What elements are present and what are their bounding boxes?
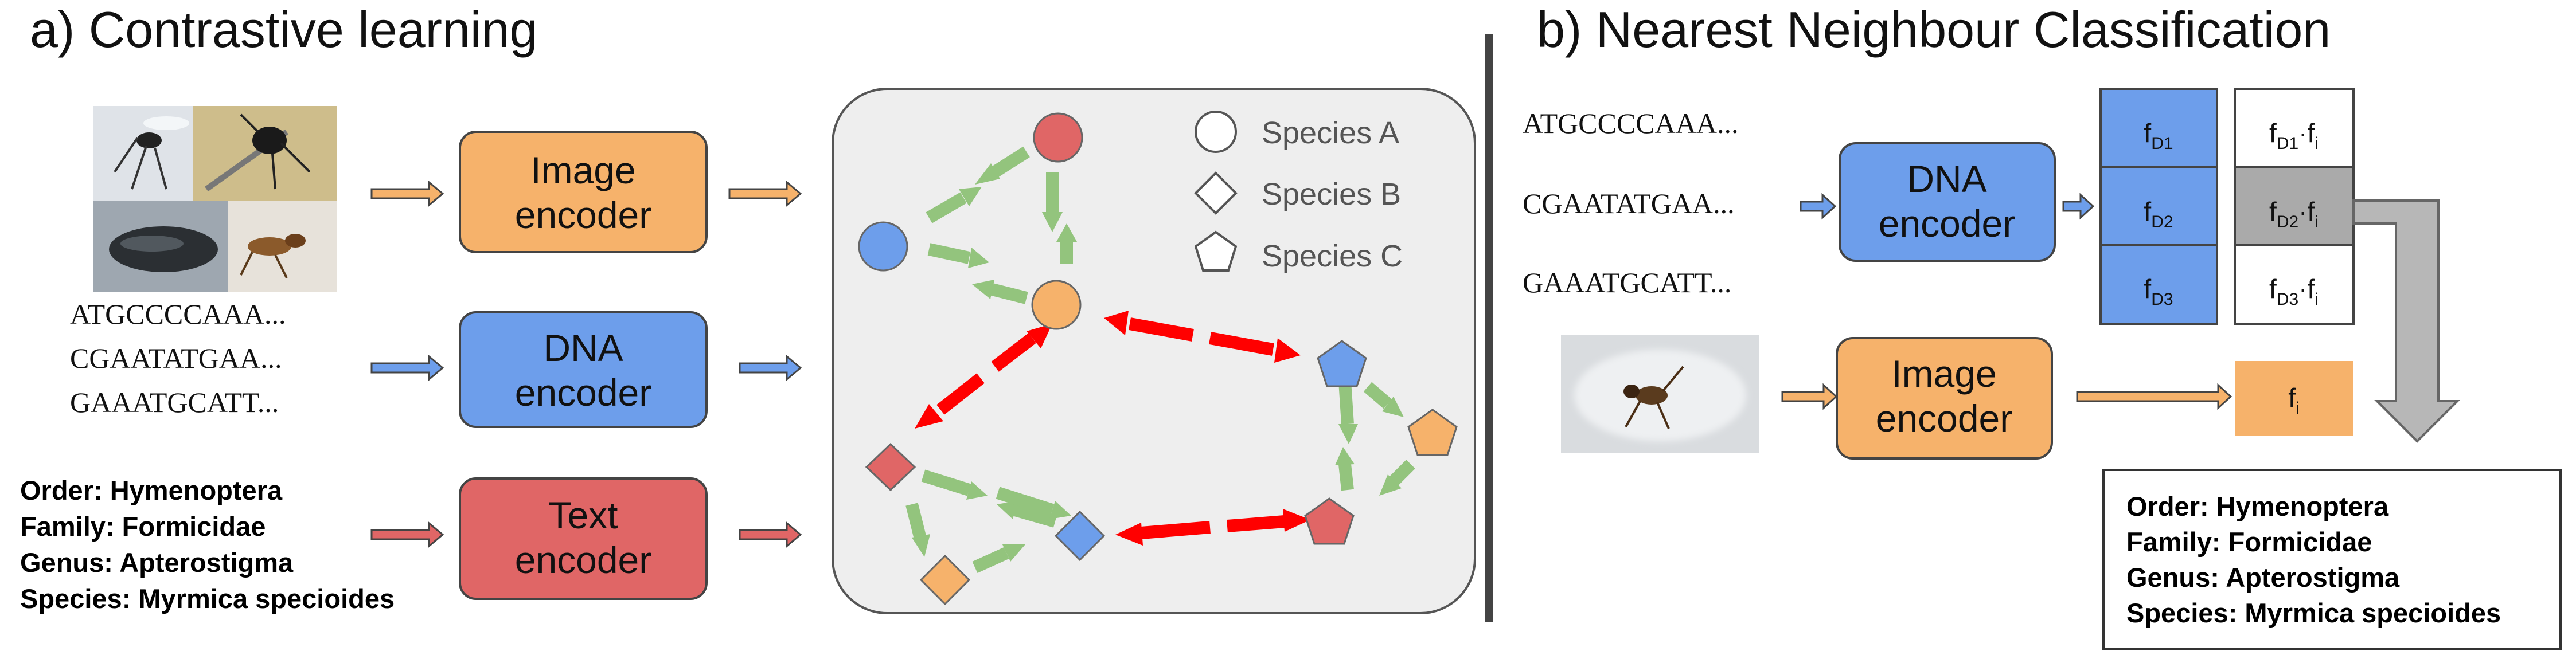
image-input-arrow-b xyxy=(1781,383,1838,410)
legend-label-c: Species C xyxy=(1262,239,1403,273)
image-input-arrow xyxy=(370,180,444,207)
dna-feature-arrow xyxy=(2062,193,2095,220)
pentagon-node-red xyxy=(1304,497,1355,545)
image-encoder-label-line2: encoder xyxy=(515,194,652,236)
embedding-space: Species A Species B Species C xyxy=(832,88,1476,614)
similarity-cell-3 xyxy=(2234,244,2355,325)
result-taxonomy-box: Order: Hymenoptera Family: Formicidae Ge… xyxy=(2102,469,2562,650)
image-output-arrow xyxy=(728,180,802,207)
green-arrows xyxy=(905,146,1415,574)
panel-a-title: a) Contrastive learning xyxy=(30,1,537,58)
image-feature-label: fi xyxy=(2288,383,2299,418)
image-encoder-b-label-line1: Image xyxy=(1891,352,1996,395)
insect-photo-2 xyxy=(193,106,337,201)
legend-label-a: Species A xyxy=(1262,116,1399,150)
taxonomy-b-order: Order: Hymenoptera xyxy=(2126,491,2389,521)
taxonomy-b-species: Species: Myrmica specioides xyxy=(2126,598,2501,628)
legend-diamond-icon xyxy=(1194,171,1238,215)
taxonomy-b-genus: Genus: Apterostigma xyxy=(2126,562,2400,593)
pentagon-node-blue xyxy=(1317,340,1367,387)
dna-feature-column: fD1 fD2 fD3 xyxy=(2099,88,2218,325)
dna-feature-3: fD3 xyxy=(2144,274,2173,309)
diamond-node-orange xyxy=(919,554,971,606)
taxonomy-a-family: Family: Formicidae xyxy=(20,511,266,542)
dna-encoder-b-label-line2: encoder xyxy=(1879,202,2016,245)
image-feature-arrow xyxy=(2076,383,2232,410)
insect-photo-collage xyxy=(93,106,337,292)
dna-seq-b-3: GAAATGCATT... xyxy=(1523,266,1731,299)
diamond-node-blue xyxy=(1054,510,1106,562)
dna-sequences-a: ATGCCCCAAA... CGAATATGAA... GAAATGCATT..… xyxy=(70,298,286,418)
text-output-arrow xyxy=(739,521,802,548)
dna-encoder-b-label-line1: DNA xyxy=(1907,158,1986,200)
circle-node-blue xyxy=(858,221,908,272)
legend-label-b: Species B xyxy=(1262,177,1401,211)
image-encoder: Image encoder xyxy=(459,131,708,253)
dna-encoder-label-line2: encoder xyxy=(515,371,652,414)
image-encoder-b-label-line2: encoder xyxy=(1876,397,2013,440)
insect-photo-4 xyxy=(240,234,306,278)
dna-encoder: DNA encoder xyxy=(459,311,708,428)
taxonomy-a-order: Order: Hymenoptera xyxy=(20,475,283,505)
legend-pentagon-icon xyxy=(1194,230,1238,272)
text-encoder: Text encoder xyxy=(459,477,708,600)
dna-seq-a-3: GAAATGCATT... xyxy=(70,386,279,418)
image-feature: fi xyxy=(2235,361,2353,436)
taxonomy-b-family: Family: Formicidae xyxy=(2126,527,2372,557)
dna-seq-a-2: CGAATATGAA... xyxy=(70,342,282,374)
result-arrow xyxy=(2352,199,2460,443)
panel-b-title: b) Nearest Neighbour Classification xyxy=(1537,1,2331,58)
similarity-cell-2 xyxy=(2234,166,2355,246)
query-insect-photo xyxy=(1561,335,1759,453)
red-arrows xyxy=(915,311,1310,546)
dna-seq-b-1: ATGCCCCAAA... xyxy=(1523,107,1738,139)
dna-encoder-label-line1: DNA xyxy=(543,327,623,369)
dna-sequences-b: ATGCCCCAAA... CGAATATGAA... GAAATGCATT..… xyxy=(1523,107,1738,299)
insect-photo-3 xyxy=(109,226,218,272)
species-legend: Species A Species B Species C xyxy=(1194,111,1403,273)
insect-photo-1 xyxy=(114,116,189,190)
dna-input-arrow xyxy=(370,354,444,382)
dna-seq-a-1: ATGCCCCAAA... xyxy=(70,298,286,330)
text-encoder-label-line1: Text xyxy=(548,494,618,536)
dna-feature-1: fD1 xyxy=(2144,118,2173,153)
dna-feature-2: fD2 xyxy=(2144,197,2173,232)
text-input-arrow xyxy=(370,521,444,548)
taxonomy-a-genus: Genus: Apterostigma xyxy=(20,547,294,578)
image-encoder-b: Image encoder xyxy=(1836,337,2053,460)
text-encoder-label-line2: encoder xyxy=(515,539,652,581)
dna-output-arrow xyxy=(739,354,802,382)
similarity-column: fD1·fi fD2·fi fD3·fi xyxy=(2234,88,2355,325)
circle-node-red xyxy=(1033,112,1083,163)
legend-circle-icon xyxy=(1195,111,1237,153)
dna-seq-b-2: CGAATATGAA... xyxy=(1523,187,1735,219)
circle-node-orange xyxy=(1031,280,1082,330)
dna-encoder-b: DNA encoder xyxy=(1839,142,2056,262)
pentagon-node-orange xyxy=(1407,409,1458,456)
image-encoder-label-line1: Image xyxy=(530,149,635,191)
dna-input-arrow-b xyxy=(1800,193,1837,220)
diamond-node-red xyxy=(865,442,916,492)
taxonomy-a: Order: Hymenoptera Family: Formicidae Ge… xyxy=(20,475,395,614)
taxonomy-a-species: Species: Myrmica specioides xyxy=(20,583,395,614)
similarity-cell-1 xyxy=(2234,88,2355,168)
embedding-nodes xyxy=(858,112,1458,606)
